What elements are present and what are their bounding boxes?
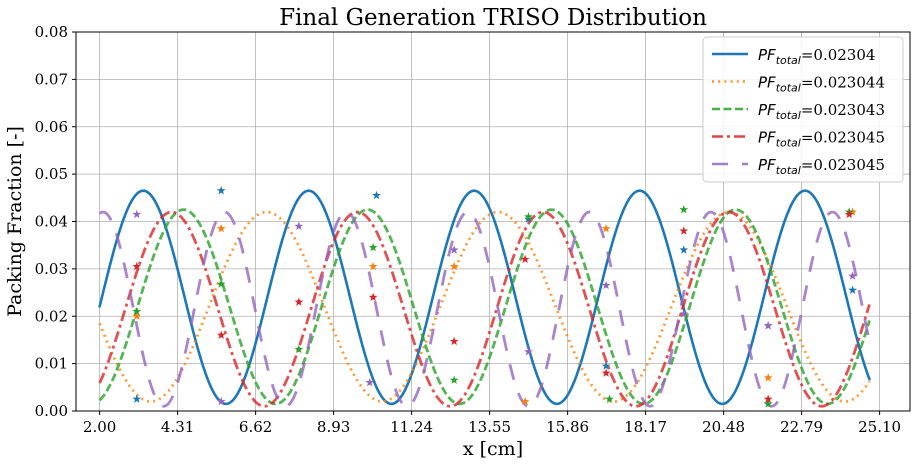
- series-4-marker: [216, 330, 226, 339]
- x-axis-label: x [cm]: [463, 438, 523, 460]
- x-tick-label: 4.31: [161, 418, 194, 436]
- y-tick-label: 0.05: [35, 165, 68, 183]
- legend-label-5: PFtotal=0.023045: [758, 156, 885, 177]
- y-tick-label: 0.03: [35, 260, 68, 278]
- y-tick-label: 0.01: [35, 355, 68, 373]
- series-line-1: [98, 189, 871, 406]
- series-2-marker: [449, 261, 459, 271]
- x-tick-label: 15.86: [546, 418, 589, 436]
- x-tick-label: 18.17: [624, 418, 667, 436]
- series-line-3: [98, 208, 871, 406]
- series-1-marker: [679, 245, 689, 254]
- series-5-marker: [132, 209, 142, 219]
- series-2-marker: [763, 373, 773, 382]
- x-tick-label: 8.93: [317, 418, 350, 436]
- series-line-4: [98, 210, 871, 408]
- series-4-marker: [294, 297, 304, 306]
- series-4-marker: [368, 292, 378, 302]
- y-tick-label: 0.08: [35, 23, 68, 41]
- series-1-marker: [132, 394, 142, 403]
- x-tick-label: 2.00: [83, 418, 116, 436]
- series-4-marker: [132, 261, 142, 271]
- legend: PFtotal=0.02304 PFtotal=0.023044 PFtotal=0…: [702, 36, 904, 183]
- chart-title: Final Generation TRISO Distribution: [279, 5, 707, 31]
- y-tick-label: 0.02: [35, 307, 68, 325]
- series-5-marker: [679, 309, 689, 318]
- series-5-marker: [216, 396, 226, 406]
- series-3-marker: [763, 399, 773, 408]
- series-4-marker: [844, 209, 854, 219]
- series-5-marker: [601, 280, 611, 290]
- series-2-marker: [520, 396, 530, 406]
- series-5-marker: [365, 377, 375, 387]
- series-1-marker: [216, 186, 226, 195]
- legend-label-4: PFtotal=0.023045: [758, 129, 885, 150]
- series-2-marker: [368, 261, 378, 271]
- legend-label-1: PFtotal=0.02304: [758, 46, 875, 67]
- series-5-marker: [524, 347, 533, 356]
- series-layer: [98, 189, 871, 408]
- series-2-marker: [848, 207, 857, 216]
- series-line-2: [98, 210, 871, 403]
- series-4-marker: [601, 368, 611, 377]
- x-tick-label: 25.10: [858, 418, 901, 436]
- series-5-marker: [848, 271, 857, 280]
- series-2-marker: [216, 224, 226, 233]
- x-tick-labels: 2.00 4.31 6.62 8.93 11.24 13.55 15.86 18.17 20.4…: [83, 411, 901, 436]
- series-4-marker: [520, 254, 530, 264]
- y-tick-labels: 0.00 0.01 0.02 0.03 0.04 0.05 0.06 0.07 0.08: [35, 23, 76, 420]
- legend-box: [702, 36, 904, 183]
- series-4-marker: [763, 394, 773, 403]
- series-3-marker: [449, 375, 459, 384]
- series-3-marker: [524, 212, 533, 221]
- series-2-marker: [601, 224, 611, 233]
- series-4-marker: [679, 226, 689, 235]
- x-tick-label: 13.55: [468, 418, 511, 436]
- series-5-marker: [294, 221, 304, 230]
- series-2-marker: [132, 311, 142, 320]
- series-1-marker: [848, 285, 857, 294]
- series-3-marker: [605, 394, 614, 403]
- series-1-marker: [601, 361, 611, 370]
- y-tick-label: 0.00: [35, 402, 68, 420]
- y-tick-label: 0.04: [35, 213, 68, 231]
- series-3-marker: [132, 306, 142, 316]
- markers-layer: [132, 186, 857, 408]
- legend-label-3: PFtotal=0.023043: [758, 101, 885, 122]
- legend-label-2: PFtotal=0.023044: [758, 74, 885, 95]
- series-line-5: [98, 210, 871, 408]
- series-5-marker: [449, 245, 459, 254]
- series-3-marker: [679, 205, 689, 214]
- x-tick-label: 22.79: [780, 418, 823, 436]
- series-4-marker: [449, 336, 459, 346]
- y-tick-label: 0.07: [35, 70, 68, 88]
- series-1-marker: [372, 190, 381, 200]
- series-3-marker: [216, 279, 226, 288]
- series-3-marker: [294, 344, 304, 354]
- series-5-marker: [763, 321, 773, 330]
- y-axis-label: Packing Fraction [-]: [4, 126, 26, 317]
- x-tick-label: 20.48: [702, 418, 745, 436]
- x-tick-label: 11.24: [390, 418, 433, 436]
- y-tick-label: 0.06: [35, 118, 68, 136]
- series-1-marker: [524, 214, 533, 223]
- series-3-marker: [368, 242, 378, 252]
- x-tick-label: 6.62: [239, 418, 272, 436]
